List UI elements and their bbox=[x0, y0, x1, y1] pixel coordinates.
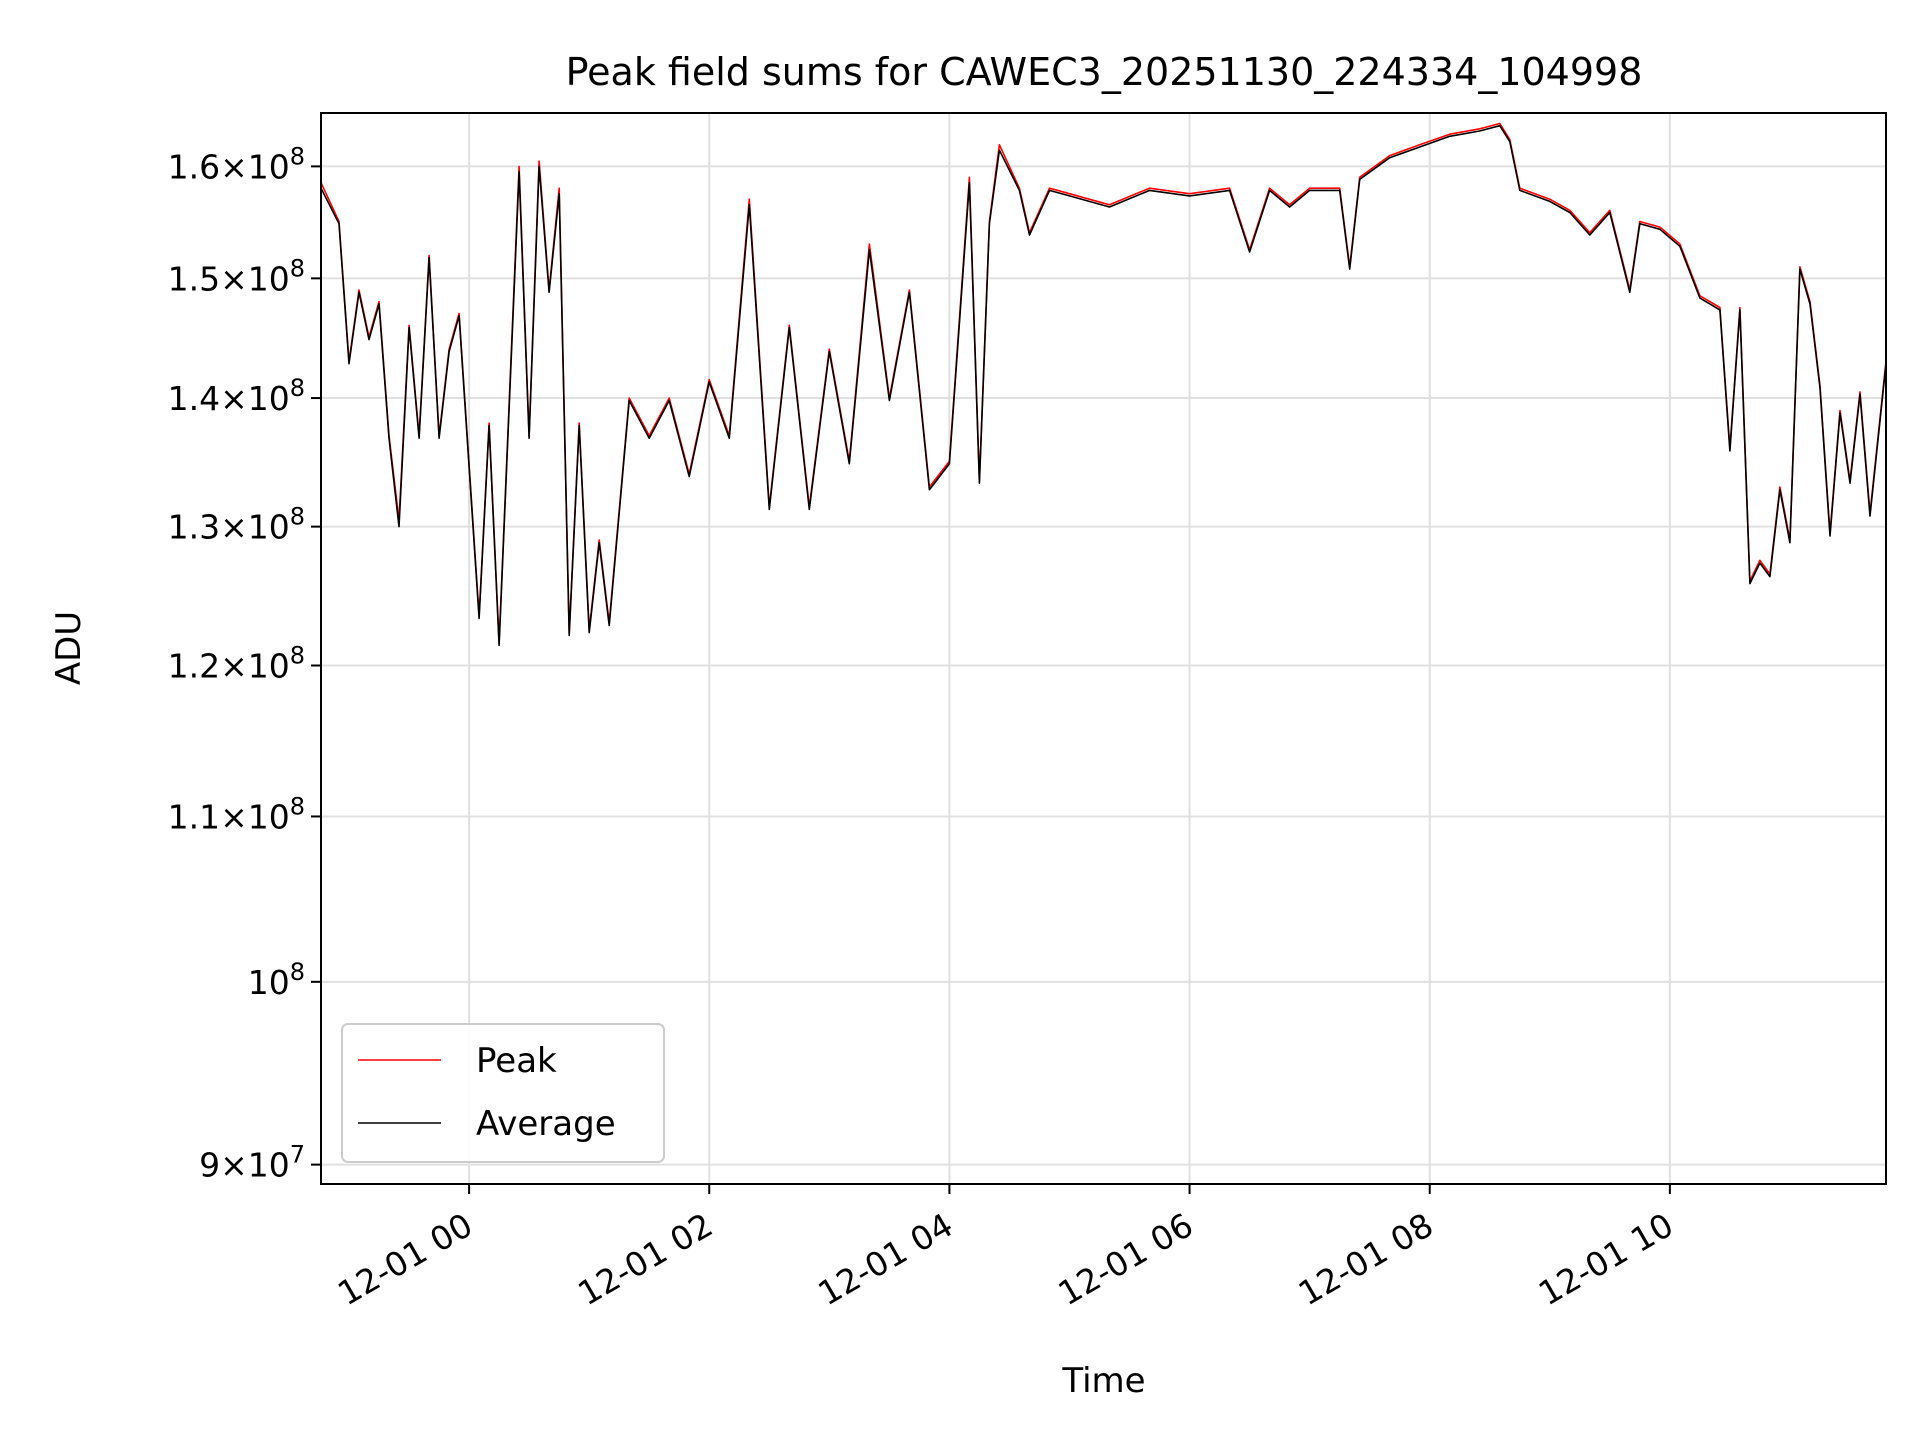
y-axis-label: ADU bbox=[49, 611, 89, 685]
legend-box bbox=[341, 1023, 665, 1163]
y-tick-label: 108 bbox=[248, 958, 305, 1002]
series-line-average bbox=[320, 124, 1887, 647]
y-tick-label: 9×107 bbox=[199, 1141, 305, 1185]
y-tick-label: 1.2×108 bbox=[168, 642, 305, 686]
x-axis-label: Time bbox=[1061, 1361, 1145, 1401]
grid bbox=[321, 113, 1886, 1184]
plot-frame bbox=[320, 112, 1887, 1185]
y-axis-ticks: 9×107 108 1.1×108 1.2×108 1.3×108 1.4×108 1.5×… bbox=[168, 142, 321, 1185]
series-lines bbox=[320, 122, 1887, 647]
legend-label-average: Average bbox=[476, 1104, 616, 1144]
y-tick-label: 1.5×108 bbox=[168, 254, 305, 298]
legend-label-peak: Peak bbox=[476, 1041, 557, 1081]
y-tick-label: 1.6×108 bbox=[168, 142, 305, 186]
y-tick-label: 1.4×108 bbox=[168, 374, 305, 418]
y-tick-label: 1.3×108 bbox=[168, 503, 305, 547]
chart-title: Peak field sums for CAWEC3_20251130_2243… bbox=[566, 50, 1643, 94]
y-tick-label: 1.1×108 bbox=[168, 792, 305, 836]
legend: Peak Average bbox=[341, 1023, 665, 1163]
